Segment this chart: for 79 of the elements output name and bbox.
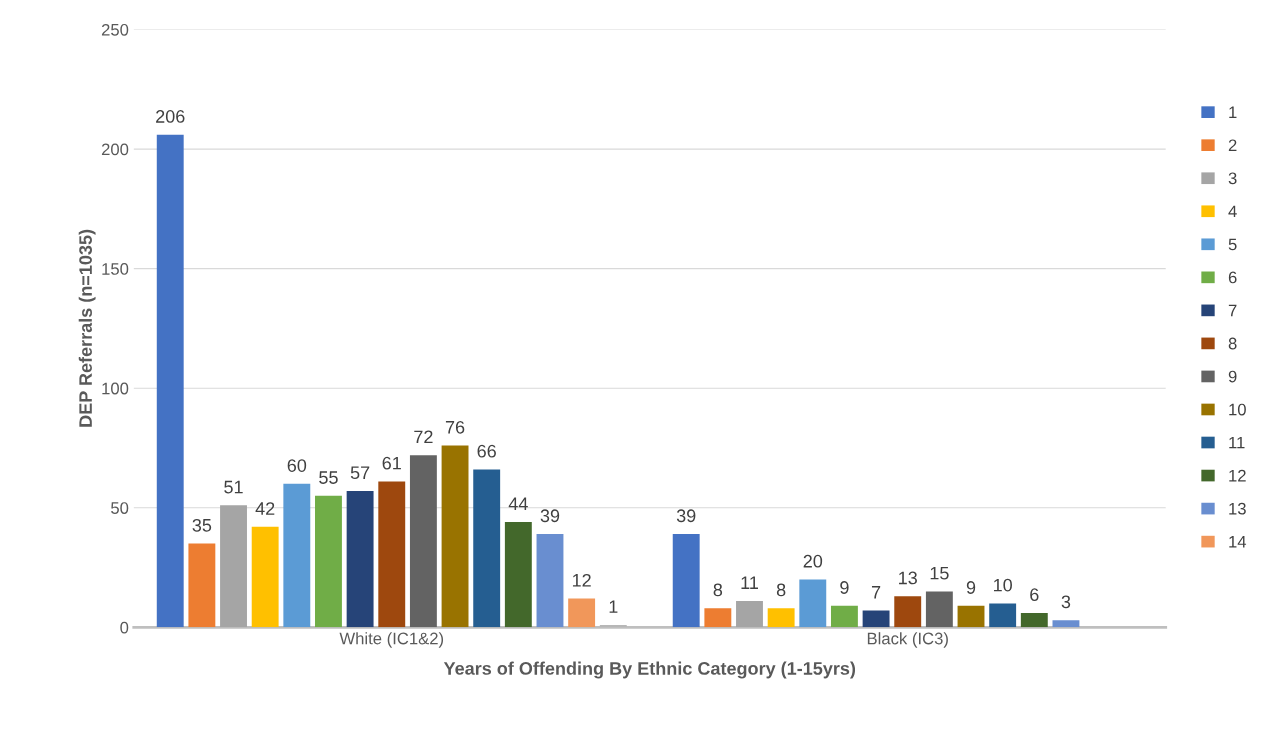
bar (504, 522, 532, 628)
bar (409, 455, 437, 628)
bar (441, 445, 469, 628)
data-label: 35 (192, 518, 212, 532)
legend-label: 9 (1228, 370, 1237, 383)
y-tick-label: 200 (101, 143, 129, 156)
bar (251, 526, 279, 628)
bar (378, 481, 406, 628)
data-label: 9 (840, 581, 849, 594)
legend-label: 13 (1229, 502, 1246, 515)
bar (957, 605, 985, 628)
bar (862, 610, 890, 628)
legend-label: 14 (1229, 535, 1247, 548)
legend-label: 2 (1228, 139, 1237, 152)
legend-label: 8 (1228, 337, 1237, 350)
bar (568, 598, 596, 628)
data-label: 55 (319, 471, 338, 484)
data-label: 15 (930, 566, 949, 580)
bar (1020, 612, 1048, 628)
data-label: 7 (871, 586, 881, 599)
bar (156, 134, 184, 628)
bar (830, 605, 858, 628)
data-label: 57 (350, 466, 370, 480)
bar (536, 534, 564, 628)
legend-label: 12 (1229, 469, 1246, 482)
y-tick-label: 0 (120, 621, 129, 634)
bar (989, 603, 1017, 628)
x-tick-label: Black (IC3) (867, 632, 948, 648)
legend-label: 6 (1228, 271, 1237, 284)
bar (1052, 620, 1080, 628)
bar (188, 543, 216, 628)
data-label: 9 (966, 581, 976, 594)
legend-label: 1 (1229, 106, 1237, 118)
legend-label: 7 (1228, 304, 1237, 317)
bar (704, 608, 732, 628)
y-tick-label: 150 (102, 263, 129, 275)
data-label: 12 (572, 573, 591, 587)
bar (672, 534, 700, 628)
data-label: 66 (477, 444, 496, 458)
bar (767, 608, 795, 628)
y-axis-title: DEP Referrals (n=1035) (78, 229, 96, 427)
data-label: 6 (1030, 588, 1039, 602)
bar (473, 469, 501, 628)
data-label: 206 (156, 110, 185, 123)
data-label: 20 (803, 554, 823, 568)
x-axis-title: Years of Offending By Ethnic Category (1-15yrs) (443, 661, 856, 679)
data-label: 60 (287, 459, 307, 472)
legend-label: 5 (1228, 238, 1237, 251)
y-tick-label: 100 (102, 382, 129, 395)
data-label: 10 (994, 578, 1012, 592)
data-label: 76 (445, 420, 465, 434)
bar (315, 495, 342, 628)
x-tick-label: White (IC1&2) (339, 632, 444, 648)
data-label: 72 (414, 430, 433, 444)
data-label: 8 (776, 583, 786, 597)
bar (894, 596, 922, 628)
legend-label: 4 (1228, 205, 1237, 218)
data-label: 39 (540, 509, 560, 523)
data-label: 13 (899, 571, 917, 585)
data-label: 1 (609, 600, 618, 613)
bar (283, 483, 311, 628)
legend-label: 11 (1229, 436, 1245, 449)
bar (220, 505, 247, 628)
legend-label: 10 (1229, 403, 1246, 416)
bar (925, 591, 953, 628)
data-label: 39 (676, 509, 696, 523)
data-label: 11 (741, 576, 758, 589)
bar (736, 601, 763, 628)
y-tick-label: 50 (111, 502, 129, 514)
data-label: 61 (382, 456, 401, 470)
legend-label: 3 (1228, 172, 1237, 185)
bar (799, 579, 827, 628)
data-label: 8 (713, 583, 723, 597)
bar (346, 491, 374, 628)
data-label: 3 (1061, 595, 1071, 609)
data-label: 44 (508, 497, 528, 511)
y-tick-label: 250 (101, 23, 129, 36)
data-label: 51 (224, 480, 243, 494)
data-label: 42 (255, 502, 275, 515)
